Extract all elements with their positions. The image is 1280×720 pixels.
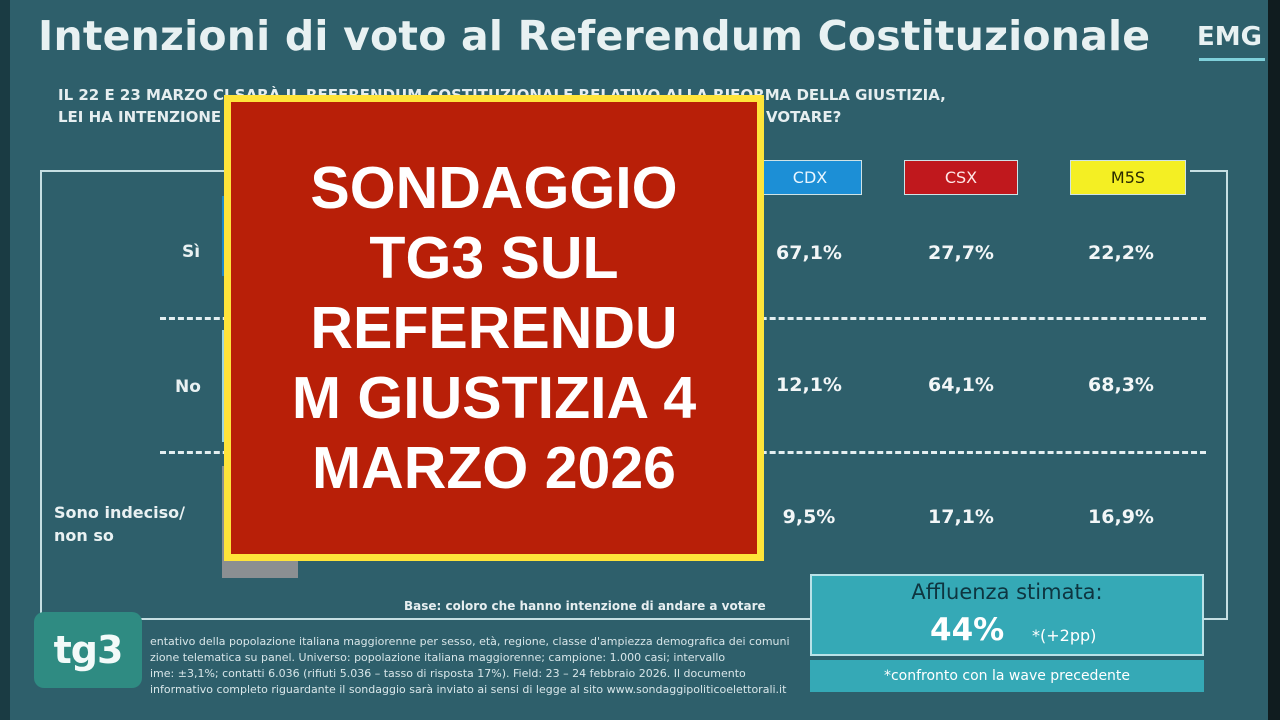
tg3-channel-logo: tg3 xyxy=(34,612,142,688)
column-header-m5s: M5S xyxy=(1070,160,1186,195)
footnote-line-4: informativo completo riguardante il sond… xyxy=(150,683,787,696)
cell-undecided-m5s: 16,9% xyxy=(1088,506,1154,528)
base-note: Base: coloro che hanno intenzione di and… xyxy=(404,599,766,613)
emg-logo: EMG xyxy=(1197,22,1262,52)
turnout-box: Affluenza stimata: 44% *(+2pp) xyxy=(810,574,1204,656)
overlay-line-4: M GIUSTIZIA 4 xyxy=(291,365,697,431)
results-table-frame xyxy=(40,170,1228,620)
row-label-undecided: Sono indeciso/ non so xyxy=(54,501,185,547)
headline-overlay: SONDAGGIO TG3 SUL REFERENDU M GIUSTIZIA … xyxy=(224,95,764,561)
row-label-no: No xyxy=(175,377,201,397)
methodology-footnote: entativo della popolazione italiana magg… xyxy=(150,634,790,698)
turnout-title: Affluenza stimata: xyxy=(911,580,1103,604)
turnout-comparison-note: *confronto con la wave precedente xyxy=(810,660,1204,692)
right-edge-shadow xyxy=(1268,0,1280,720)
row-label-si: Sì xyxy=(182,242,201,262)
cell-no-m5s: 68,3% xyxy=(1088,374,1154,396)
row-label-undecided-line-2: non so xyxy=(54,526,114,545)
cell-si-csx: 27,7% xyxy=(928,242,994,264)
cell-si-cdx: 67,1% xyxy=(776,242,842,264)
turnout-value: 44% xyxy=(930,612,1005,648)
column-header-cdx: CDX xyxy=(758,160,862,195)
cell-no-csx: 64,1% xyxy=(928,374,994,396)
cell-undecided-cdx: 9,5% xyxy=(782,506,836,528)
page-title: Intenzioni di voto al Referendum Costitu… xyxy=(38,12,1151,60)
overlay-line-2: TG3 SUL xyxy=(369,225,619,291)
overlay-line-1: SONDAGGIO xyxy=(310,155,678,221)
overlay-line-5: MARZO 2026 xyxy=(312,435,676,501)
cell-si-m5s: 22,2% xyxy=(1088,242,1154,264)
table-top-border-left xyxy=(40,170,226,172)
table-top-border-right xyxy=(1190,170,1228,172)
footnote-line-3: ime: ±3,1%; contatti 6.036 (rifiuti 5.03… xyxy=(150,667,746,680)
cell-undecided-csx: 17,1% xyxy=(928,506,994,528)
overlay-line-3: REFERENDU xyxy=(310,295,678,361)
logo-underline xyxy=(1199,58,1265,61)
footnote-line-1: entativo della popolazione italiana magg… xyxy=(150,635,790,648)
turnout-delta: *(+2pp) xyxy=(1032,626,1097,645)
column-header-csx: CSX xyxy=(904,160,1018,195)
cell-no-cdx: 12,1% xyxy=(776,374,842,396)
row-label-undecided-line-1: Sono indeciso/ xyxy=(54,503,185,522)
footnote-line-2: zione telematica su panel. Universo: pop… xyxy=(150,651,726,664)
left-edge-shadow xyxy=(0,0,10,720)
